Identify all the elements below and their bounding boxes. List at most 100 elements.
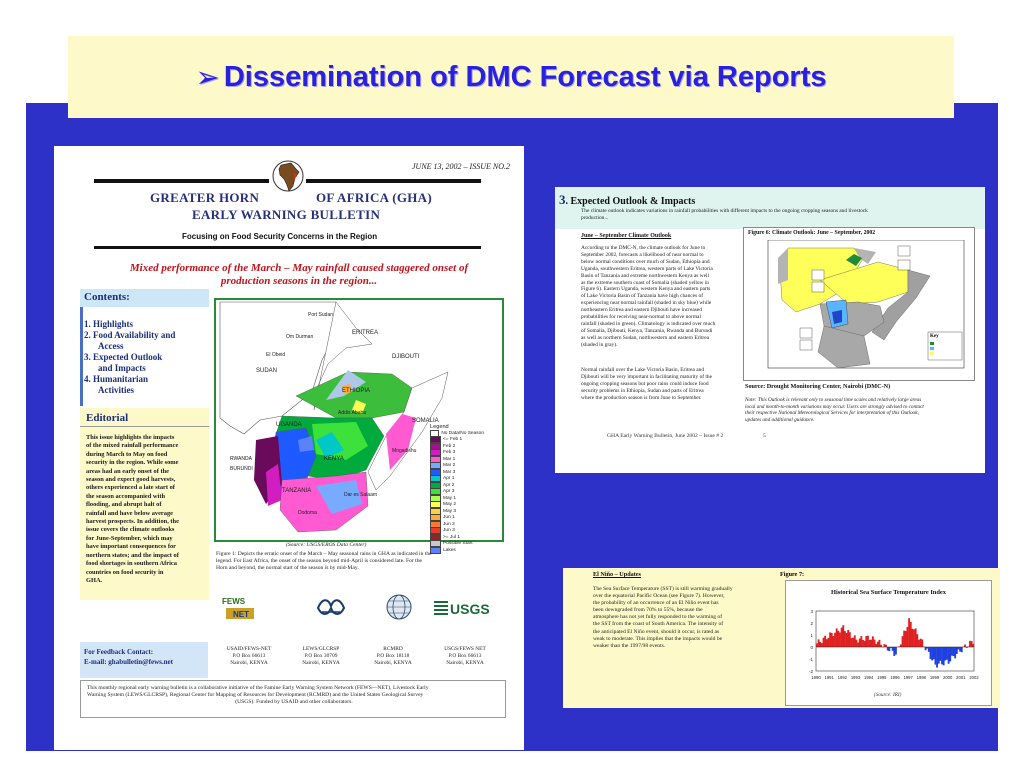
sst-value-bar bbox=[834, 632, 836, 647]
legend-label: Apr 3 bbox=[443, 489, 455, 495]
editorial-line: countries on food security in bbox=[86, 568, 164, 576]
sst-chart-source: (Source: IRI) bbox=[874, 692, 902, 698]
contents-title: Contents: bbox=[84, 291, 130, 303]
sst-value-bar bbox=[868, 639, 871, 647]
outlook-body-2: Normal rainfall over the Lake Victoria B… bbox=[581, 367, 741, 402]
legend-label: Mar 2 bbox=[443, 463, 456, 469]
sst-value-bar bbox=[853, 635, 856, 647]
elnino-body-line: weaker than the 1997/98 events. bbox=[593, 642, 666, 649]
map-label: RWANDA bbox=[230, 456, 252, 462]
contents-item[interactable]: Access bbox=[98, 341, 124, 351]
outlook-body-line: Figure 6). Eastern Uganda, western Kenya… bbox=[581, 286, 711, 293]
legend-label: Jun 1 bbox=[443, 515, 455, 521]
outlook-body-line: probabilities for receiving near-normal … bbox=[581, 314, 701, 321]
usgs-logo: USGS bbox=[434, 598, 496, 620]
sst-value-bar bbox=[931, 647, 934, 661]
editorial-rule bbox=[80, 426, 209, 427]
svg-text:USGS: USGS bbox=[450, 601, 490, 617]
legend-label: Feb 2 bbox=[443, 443, 456, 449]
rainfall-onset-map-graphic bbox=[219, 301, 449, 533]
outlook-body-line: Normal rainfall over the Lake Victoria B… bbox=[581, 367, 705, 373]
feedback-label: For Feedback Contact: bbox=[84, 648, 154, 656]
climate-outlook-note: Note: This Outlook is relevant only to s… bbox=[745, 397, 924, 423]
sst-value-bar bbox=[852, 637, 855, 647]
editorial-box: Editorial This issue highlights the impa… bbox=[80, 408, 209, 600]
sst-value-bar bbox=[899, 644, 902, 647]
contents-item[interactable]: 2. Food Availability and bbox=[84, 330, 176, 340]
elnino-body-line: weak to moderate. This implies that the … bbox=[593, 635, 723, 642]
sst-y-tick-label: 0 bbox=[810, 645, 813, 650]
sst-value-bar bbox=[916, 634, 919, 647]
climate-outlook-figure-title: Figure 6: Climate Outlook: June – Septem… bbox=[748, 230, 876, 236]
sst-x-tick-label: 1997 bbox=[904, 675, 914, 680]
outlook-header: 3. Expected Outlook & Impacts The climat… bbox=[555, 187, 985, 229]
editorial-line: the season accompanied with bbox=[86, 492, 165, 500]
sst-value-bar bbox=[959, 647, 962, 652]
sst-value-bar bbox=[954, 647, 957, 659]
legend-label: <= Feb 1 bbox=[443, 437, 463, 443]
legend-label: Mar 1 bbox=[443, 456, 456, 462]
contents-item[interactable]: 3. Expected Outlook bbox=[84, 352, 163, 362]
sst-value-bar bbox=[840, 627, 843, 647]
outlook-page-number: 5 bbox=[763, 433, 766, 439]
sst-x-tick-label: 1994 bbox=[864, 675, 874, 680]
contents-item[interactable]: 1. Highlights bbox=[84, 319, 134, 329]
editorial-line: food shortages in southern Africa bbox=[86, 560, 177, 568]
fews-net-logo: FEWS NET bbox=[220, 594, 256, 622]
africa-map-icon bbox=[272, 160, 304, 192]
contents-item[interactable]: 4. Humanitarian bbox=[84, 374, 149, 384]
map-label: Om Durman bbox=[286, 334, 314, 340]
sst-value-bar bbox=[837, 630, 840, 647]
footer-text: This monthly regional early warning bull… bbox=[87, 685, 429, 706]
editorial-line: during March to May on food bbox=[86, 450, 168, 458]
sst-x-tick-label: 2000 bbox=[943, 675, 953, 680]
legend-swatch bbox=[430, 546, 441, 554]
sst-x-tick-label: 1991 bbox=[825, 675, 835, 680]
bulletin-date: JUNE 13, 2002 – ISSUE NO.2 bbox=[412, 162, 510, 171]
map-label: SUDAN bbox=[256, 368, 278, 374]
sst-x-tick-label: 1992 bbox=[838, 675, 848, 680]
sst-value-bar bbox=[941, 647, 943, 665]
sst-value-bar bbox=[860, 636, 863, 647]
outlook-body-line: of Lake Victoria Basin of Tanzania have … bbox=[581, 293, 703, 300]
sst-value-bar bbox=[870, 639, 873, 647]
outlook-page-footer: GHA Early Warning Bulletin, June 2002 – … bbox=[607, 433, 724, 439]
legend-label: Jun 2 bbox=[443, 521, 455, 527]
sst-y-tick-label: 2 bbox=[810, 621, 813, 626]
sst-value-bar bbox=[867, 635, 869, 647]
contents-item[interactable]: Activities bbox=[98, 385, 134, 395]
sst-value-bar bbox=[863, 640, 866, 647]
sst-value-bar bbox=[885, 644, 887, 647]
outlook-body-line: below normal conditions over much of Sud… bbox=[581, 258, 710, 265]
sst-value-bar bbox=[822, 637, 825, 647]
sst-x-tick-label: 2002 bbox=[969, 675, 979, 680]
sst-value-bar bbox=[904, 630, 907, 647]
sst-value-bar bbox=[843, 631, 846, 647]
arrow-bullet-icon: ➢ bbox=[195, 61, 220, 94]
outlook-body-1: According to the DMC-N, the climate outl… bbox=[581, 245, 741, 349]
editorial-line: harvest prospects. In addition, the bbox=[86, 518, 179, 526]
outlook-body-line: northeastern Eritrea and eastern Djibout… bbox=[581, 307, 702, 314]
editorial-line: issue covers the climate outlooks bbox=[86, 526, 175, 534]
sst-value-bar bbox=[848, 632, 851, 647]
outlook-page: 3. Expected Outlook & Impacts The climat… bbox=[555, 187, 985, 473]
feedback-email[interactable]: E-mail: ghabulletin@fews.net bbox=[84, 658, 173, 666]
map-label: TANZANIA bbox=[282, 488, 312, 494]
editorial-line: northern states; and the impact of bbox=[86, 551, 179, 559]
sst-x-tick-label: 1999 bbox=[930, 675, 940, 680]
outlook-body-line: September 2002, forecasts a likelihood o… bbox=[581, 251, 704, 258]
outlook-intro: The climate outlook indicates variations… bbox=[581, 208, 868, 221]
legend-label: May 1 bbox=[443, 495, 457, 501]
sst-value-bar bbox=[890, 647, 892, 648]
sst-value-bar bbox=[950, 647, 953, 656]
sst-y-tick-label: -2 bbox=[809, 669, 813, 674]
bulletin-title-right: OF AFRICA (GHA) bbox=[316, 190, 432, 205]
sst-index-figure: Historical Sea Surface Temperature Index… bbox=[785, 580, 992, 706]
sst-value-bar bbox=[947, 647, 950, 664]
sst-value-bar bbox=[914, 628, 917, 647]
sst-value-bar bbox=[895, 647, 897, 655]
contents-item[interactable]: and Impacts bbox=[98, 363, 146, 373]
elnino-body: The Sea Surface Temperature (SST) is sti… bbox=[593, 586, 777, 650]
legend-item: Lakes bbox=[430, 546, 484, 554]
sst-value-bar bbox=[891, 647, 894, 651]
